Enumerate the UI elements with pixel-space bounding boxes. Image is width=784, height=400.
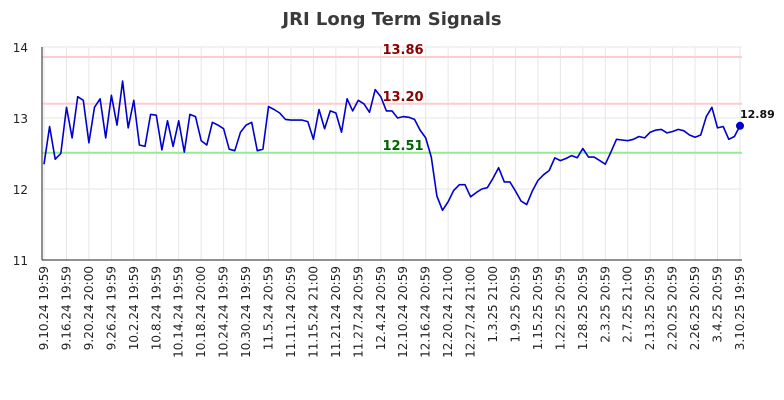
x-tick-label: 2.13.25 20:59 bbox=[643, 266, 657, 350]
x-tick-label: 12.16.24 20:59 bbox=[419, 266, 433, 358]
series-group bbox=[43, 80, 741, 212]
x-tick-label: 10.18.24 20:00 bbox=[194, 266, 208, 358]
x-tick-label: 11.5.24 20:59 bbox=[262, 266, 276, 350]
x-tick-label: 11.11.24 20:59 bbox=[284, 266, 298, 358]
chart-title: JRI Long Term Signals bbox=[280, 9, 501, 30]
x-tick-label: 1.3.25 21:00 bbox=[486, 266, 500, 343]
x-tick-label: 2.20.25 20:59 bbox=[666, 266, 680, 350]
y-tick-label: 13 bbox=[13, 112, 28, 126]
x-tick-label: 3.10.25 19:59 bbox=[733, 266, 747, 350]
x-tick-label: 1.9.25 20:59 bbox=[508, 266, 522, 343]
y-tick-label: 11 bbox=[13, 254, 28, 268]
x-tick-label: 1.15.25 20:59 bbox=[531, 266, 545, 350]
x-tick-label: 10.8.24 19:59 bbox=[149, 266, 163, 350]
x-tick-label: 10.30.24 19:59 bbox=[239, 266, 253, 358]
x-tick-label: 10.14.24 19:59 bbox=[172, 266, 186, 358]
x-tick-label: 2.26.25 20:59 bbox=[688, 266, 702, 350]
last-value-point bbox=[736, 121, 744, 130]
price-series-line bbox=[43, 80, 741, 212]
x-tick-label: 2.3.25 20:59 bbox=[598, 266, 612, 343]
x-tick-label: 12.20.24 21:00 bbox=[441, 266, 455, 358]
last-value-label: 12.89 bbox=[740, 108, 775, 121]
y-tick-label: 14 bbox=[13, 41, 28, 55]
x-tick-label: 12.27.24 21:00 bbox=[464, 266, 478, 358]
y-axis-ticks: 11 12 13 14 bbox=[13, 41, 28, 268]
reference-line-label: 13.86 bbox=[382, 43, 423, 58]
x-tick-label: 12.10.24 20:59 bbox=[396, 266, 410, 358]
x-tick-label: 1.22.25 20:59 bbox=[553, 266, 567, 350]
axes bbox=[41, 47, 742, 261]
x-tick-label: 9.26.24 19:59 bbox=[104, 266, 118, 350]
x-tick-label: 9.16.24 19:59 bbox=[59, 266, 73, 350]
x-tick-label: 9.10.24 19:59 bbox=[37, 266, 51, 350]
x-tick-label: 10.2.24 19:59 bbox=[127, 266, 141, 350]
y-tick-label: 12 bbox=[13, 183, 28, 197]
x-tick-label: 1.28.25 20:59 bbox=[576, 266, 590, 350]
x-tick-label: 11.15.24 21:00 bbox=[306, 266, 320, 358]
x-tick-label: 2.7.25 21:00 bbox=[621, 266, 635, 343]
x-tick-label: 10.24.24 19:59 bbox=[217, 266, 231, 358]
reference-line-label: 12.51 bbox=[382, 139, 423, 154]
x-tick-label: 3.4.25 20:59 bbox=[711, 266, 725, 343]
reference-lines: 13.86 13.20 12.51 bbox=[42, 43, 742, 154]
x-tick-label: 11.21.24 20:59 bbox=[329, 266, 343, 358]
last-value-group: 12.89 bbox=[736, 108, 775, 130]
x-tick-label: 12.4.24 20:59 bbox=[374, 266, 388, 350]
x-axis-ticks: 9.10.24 19:59 9.16.24 19:59 9.20.24 20:00 9… bbox=[37, 266, 747, 358]
reference-line-label: 13.20 bbox=[382, 90, 423, 105]
x-tick-label: 11.27.24 20:59 bbox=[351, 266, 365, 358]
x-tick-label: 9.20.24 20:00 bbox=[82, 266, 96, 350]
